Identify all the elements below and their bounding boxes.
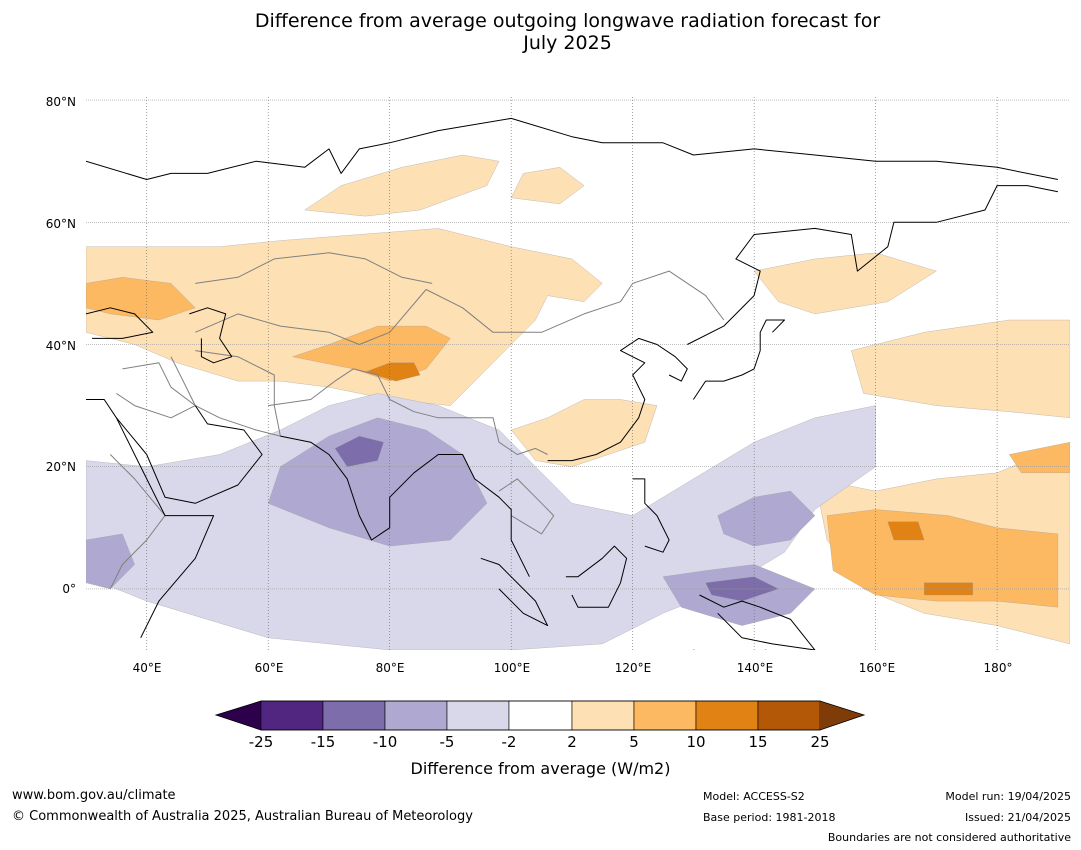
colorbar-label-15: 15 (748, 733, 768, 751)
lon-label-140e: 140°E (736, 661, 774, 675)
russia-kazakh-border (195, 252, 433, 284)
caucasus-anomaly (86, 277, 196, 321)
lat-label-80n: 80°N (45, 95, 76, 109)
colorbar-label-minus5: -5 (439, 733, 455, 751)
eastern-europe-anomaly (86, 228, 603, 406)
sumatra-coast (480, 557, 549, 627)
lon-label-100e: 100°E (493, 661, 531, 675)
caspian-coast (189, 307, 233, 364)
india-coast (280, 435, 530, 577)
chart-title-line1: Difference from average outgoing longwav… (254, 10, 881, 32)
central-asia-border (195, 270, 725, 345)
colorbar-bin-2 (322, 700, 386, 731)
footer-website: www.bom.gov.au/climate (12, 788, 176, 803)
tibet-anomaly (365, 362, 421, 382)
colorbar-graphic (214, 700, 866, 731)
colorbar-bin-7 (633, 700, 697, 731)
olr-anomaly-map (86, 97, 1070, 650)
colorbar-label-25: 25 (810, 733, 830, 751)
africa-border (109, 454, 166, 590)
map-panel (86, 97, 1070, 650)
lon-label-160e: 160°E (858, 661, 896, 675)
colorbar-bin-6 (571, 700, 635, 731)
philippine-anomaly (717, 490, 816, 547)
arctic-coast (86, 117, 1058, 180)
pacific-high-anomaly (826, 509, 1059, 608)
footer-model-run: Model run: 19/04/2025 (945, 790, 1071, 803)
colorbar-bin-9 (757, 700, 821, 731)
colorbar-title: Difference from average (W/m2) (410, 759, 671, 778)
southeast-asia-anomaly (511, 399, 658, 467)
new-guinea-coast (699, 594, 816, 650)
colorbar-bin-8 (695, 700, 759, 731)
colorbar-bin-3 (384, 700, 448, 731)
japan-coast (692, 319, 785, 400)
colorbar (200, 695, 880, 755)
arabia-coast (116, 405, 263, 504)
siberia-north (511, 167, 585, 205)
himalaya-border (268, 368, 548, 455)
lat-label-equator: 0° (62, 582, 76, 596)
lat-label-60n: 60°N (45, 217, 76, 231)
colorbar-label-5: 5 (629, 733, 639, 751)
lon-label-40e: 40°E (132, 661, 162, 675)
indochina-border (498, 478, 555, 535)
japan-anomaly (753, 252, 937, 315)
chart-title-line2: July 2025 (523, 32, 612, 54)
north-pacific-anomaly (851, 319, 1070, 418)
colorbar-bin-1 (260, 700, 324, 731)
black-sea-coast (86, 307, 154, 339)
china-coast (547, 337, 688, 462)
footer-issued: Issued: 21/04/2025 (964, 811, 1071, 824)
colorbar-label-2: 2 (567, 733, 577, 751)
siberia-west (304, 154, 500, 217)
lon-label-180: 180° (983, 661, 1013, 675)
footer-base-period: Base period: 1981-2018 (703, 811, 836, 824)
colorbar-outline (214, 700, 866, 731)
footer-copyright: © Commonwealth of Australia 2025, Austra… (12, 809, 473, 824)
footer-model: Model: ACCESS-S2 (703, 790, 805, 803)
colorbar-label-minus10: -10 (372, 733, 398, 751)
russia-east-coast (687, 185, 1058, 345)
colorbar-under-arrow (216, 701, 261, 730)
africa-anomaly (86, 533, 135, 590)
colorbar-label-10: 10 (686, 733, 706, 751)
lon-label-120e: 120°E (614, 661, 652, 675)
lon-label-80e: 80°E (375, 661, 405, 675)
colorbar-label-minus15: -15 (310, 733, 336, 751)
iran-border (170, 350, 281, 437)
colorbar-bin-5 (508, 700, 573, 731)
borneo-coast (565, 545, 628, 608)
colorbar-bin-4 (446, 700, 510, 731)
chart-title: Difference from average outgoing longwav… (0, 10, 1081, 54)
lon-label-60e: 60°E (254, 661, 284, 675)
pacific-core-anomaly (887, 521, 925, 541)
africa-coast (86, 399, 215, 639)
north-pacific-orange (1009, 442, 1070, 473)
lat-label-20n: 20°N (45, 460, 76, 474)
colorbar-label-minus25: -25 (248, 733, 274, 751)
colorbar-label-minus2: -2 (501, 733, 517, 751)
philippines-coast (632, 478, 670, 553)
footer-disclaimer: Boundaries are not considered authoritat… (827, 831, 1071, 844)
colorbar-over-arrow (820, 701, 864, 730)
arabian-anomaly (334, 435, 384, 467)
lat-label-40n: 40°N (45, 339, 76, 353)
